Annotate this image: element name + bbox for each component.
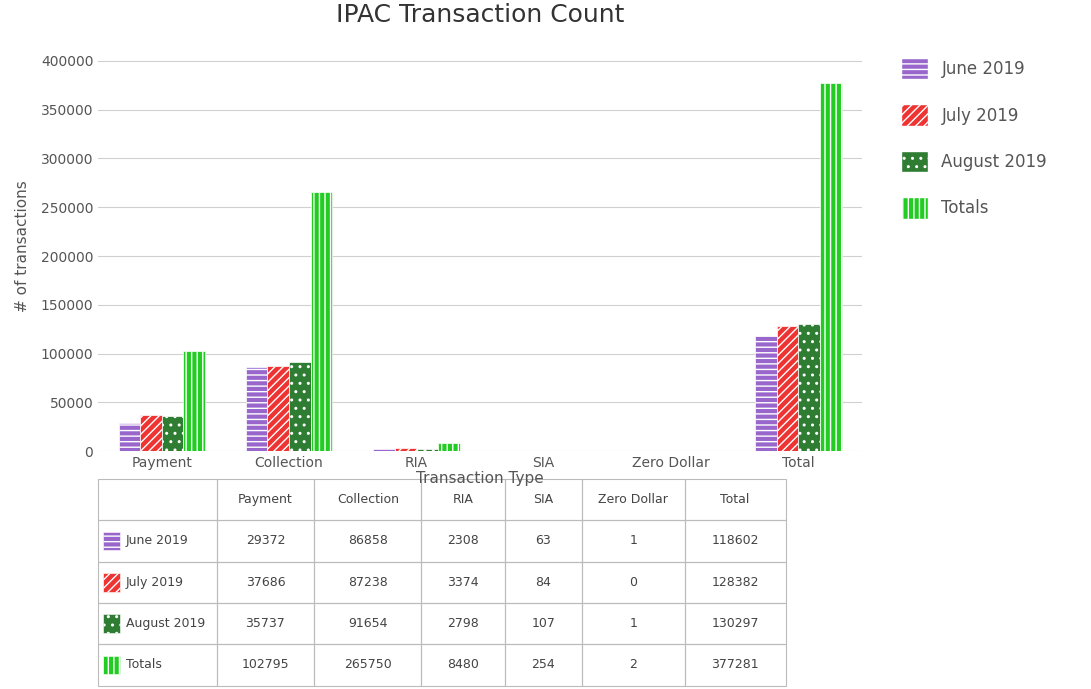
Bar [98,479,216,520]
Bar [103,615,120,633]
Text: August 2019: August 2019 [125,617,205,630]
Text: 8480: 8480 [447,659,479,671]
Bar [421,520,505,562]
Text: 63: 63 [536,535,551,547]
Text: SIA: SIA [533,493,553,506]
Bar [582,603,685,644]
Bar [314,603,421,644]
Bar [314,644,421,686]
Bar [314,520,421,562]
Text: Total: Total [720,493,750,506]
Bar [417,449,437,451]
Bar [98,603,216,644]
Text: 3374: 3374 [447,576,479,588]
Bar [755,336,777,451]
Text: 2: 2 [630,659,637,671]
Text: 254: 254 [531,659,555,671]
Bar [421,562,505,603]
Text: 377281: 377281 [711,659,759,671]
Bar [267,366,289,451]
Bar [777,326,799,451]
Text: 86858: 86858 [348,535,387,547]
Bar [582,520,685,562]
Text: 91654: 91654 [348,617,387,630]
Bar [799,324,819,451]
Bar [582,562,685,603]
Bar [216,520,314,562]
Text: 1: 1 [630,617,637,630]
Bar [103,573,120,591]
Text: 37686: 37686 [245,576,285,588]
Bar [819,83,841,451]
Text: June 2019: June 2019 [125,535,189,547]
Text: 35737: 35737 [245,617,286,630]
Text: 107: 107 [531,617,555,630]
Text: 118602: 118602 [711,535,759,547]
Bar [685,479,786,520]
Text: 130297: 130297 [711,617,759,630]
Bar [421,644,505,686]
Text: Transaction Type: Transaction Type [416,471,544,486]
Bar [505,644,582,686]
Bar [183,351,205,451]
Legend: June 2019, July 2019, August 2019, Totals: June 2019, July 2019, August 2019, Total… [894,50,1055,227]
Bar [505,479,582,520]
Text: 1: 1 [630,535,637,547]
Text: Payment: Payment [238,493,292,506]
Bar [685,603,786,644]
Bar [505,562,582,603]
Bar [685,520,786,562]
Bar [314,479,421,520]
Bar [685,644,786,686]
Bar [103,656,120,674]
Bar [421,603,505,644]
Text: Collection: Collection [337,493,399,506]
Y-axis label: # of transactions: # of transactions [14,181,29,312]
Bar [395,448,417,451]
Bar [582,479,685,520]
Text: 0: 0 [630,576,637,588]
Title: IPAC Transaction Count: IPAC Transaction Count [336,3,624,27]
Bar [582,644,685,686]
Bar [140,415,161,451]
Text: 87238: 87238 [348,576,387,588]
Bar [311,192,333,451]
Bar [216,479,314,520]
Text: RIA: RIA [453,493,473,506]
Bar [437,443,459,451]
Bar [98,562,216,603]
Bar [216,562,314,603]
Bar [245,367,267,451]
Text: Zero Dollar: Zero Dollar [598,493,668,506]
Bar [505,603,582,644]
Bar [216,603,314,644]
Text: 128382: 128382 [711,576,759,588]
Bar [289,362,311,451]
Text: 29372: 29372 [245,535,285,547]
Bar [98,520,216,562]
Text: July 2019: July 2019 [125,576,183,588]
Bar [216,644,314,686]
Text: Totals: Totals [125,659,161,671]
Bar [103,532,120,550]
Bar [421,479,505,520]
Bar [161,416,183,451]
Bar [505,520,582,562]
Bar [119,422,140,451]
Text: 102795: 102795 [241,659,289,671]
Bar [98,644,216,686]
Bar [314,562,421,603]
Bar [373,449,395,451]
Text: 84: 84 [536,576,551,588]
Text: 2308: 2308 [447,535,479,547]
Bar [685,562,786,603]
Text: 2798: 2798 [447,617,479,630]
Text: 265750: 265750 [344,659,392,671]
